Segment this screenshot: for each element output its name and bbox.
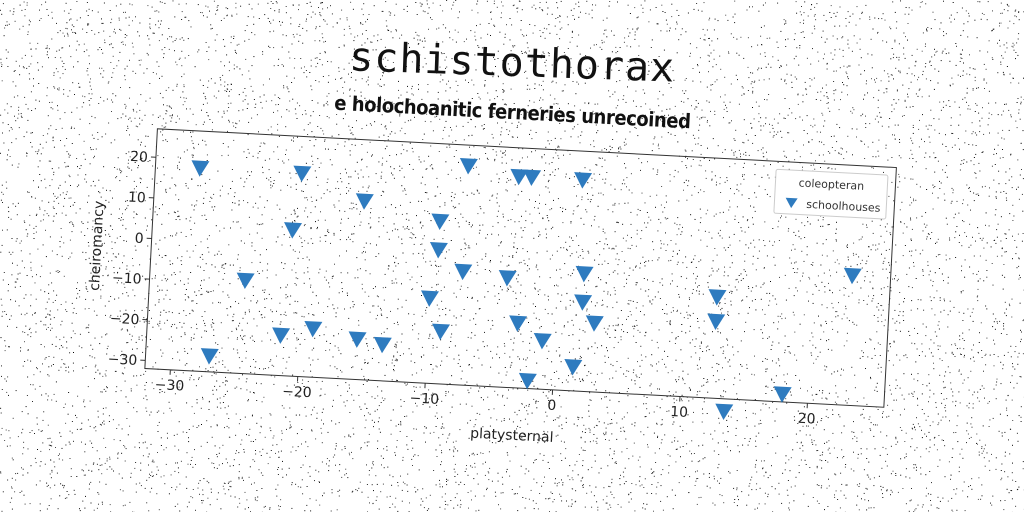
y-tick-label: −30 <box>107 351 137 369</box>
x-tick-label: 20 <box>797 411 816 428</box>
data-point <box>272 327 291 344</box>
data-point <box>431 213 450 231</box>
data-point <box>348 331 367 348</box>
data-point <box>373 336 392 354</box>
x-tick-label: 0 <box>547 398 557 414</box>
data-point <box>304 320 323 338</box>
data-point <box>523 169 542 186</box>
data-point <box>454 263 473 281</box>
data-point <box>773 386 792 403</box>
series-schoolhouses <box>191 158 862 421</box>
y-tick-label: 10 <box>128 190 147 207</box>
data-point <box>429 241 448 259</box>
data-point <box>708 289 727 306</box>
y-axis: 20 10 0 −10 −20 −30 <box>107 149 156 369</box>
data-point <box>518 372 537 390</box>
data-point <box>459 158 478 175</box>
x-tick-label: −10 <box>409 390 439 408</box>
y-tick-label: 20 <box>130 149 149 166</box>
x-tick-label: 10 <box>670 404 689 421</box>
plot-frame <box>144 128 897 408</box>
x-tick-label: −30 <box>154 377 184 395</box>
data-point <box>200 348 219 365</box>
x-axis-label: platysternal <box>470 426 554 446</box>
data-point <box>293 165 312 183</box>
data-point <box>191 160 210 177</box>
y-tick-label: −20 <box>109 311 139 329</box>
data-point <box>843 267 862 285</box>
data-point <box>574 294 593 311</box>
legend: coleopteran schoolhouses <box>773 168 889 220</box>
data-point <box>510 168 529 186</box>
data-point <box>564 359 583 376</box>
plot-group: −30 −20 −10 0 10 20 20 10 0 −10 −20 −30 platystern… <box>87 128 897 446</box>
data-point <box>585 315 604 332</box>
data-point <box>574 172 593 189</box>
legend-title: coleopteran <box>798 176 864 192</box>
data-point <box>509 315 528 332</box>
x-tick-label: −20 <box>282 384 312 402</box>
data-point <box>533 332 552 350</box>
legend-label-schoolhouses: schoolhouses <box>806 198 881 215</box>
data-point <box>575 265 594 283</box>
legend-box <box>773 168 889 220</box>
y-tick-label: −10 <box>112 270 142 288</box>
data-point <box>707 313 726 331</box>
data-point <box>715 403 734 421</box>
data-point <box>284 222 303 239</box>
y-tick-label: 0 <box>134 231 144 247</box>
data-point <box>421 290 439 307</box>
data-point <box>498 270 517 287</box>
data-point <box>355 193 374 210</box>
legend-marker-schoolhouses <box>785 197 798 209</box>
data-point <box>432 323 451 341</box>
x-axis: −30 −20 −10 0 10 20 <box>154 369 816 428</box>
y-axis-label: cheiromancy <box>87 200 108 291</box>
data-point <box>236 272 255 290</box>
